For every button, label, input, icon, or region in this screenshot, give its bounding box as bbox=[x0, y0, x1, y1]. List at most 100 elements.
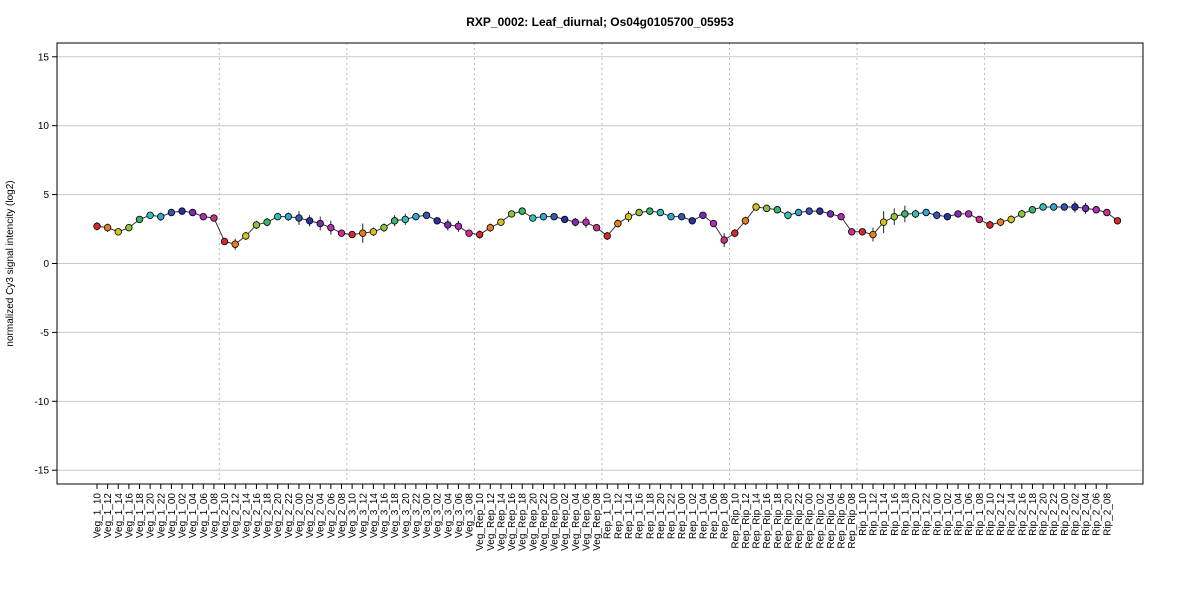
x-tick-label: Veg_1_16 bbox=[124, 493, 135, 538]
data-point bbox=[348, 230, 356, 239]
x-tick-label: Rip_2_18 bbox=[1028, 493, 1039, 536]
x-tick-label: Rip_1_18 bbox=[900, 493, 911, 536]
data-point bbox=[220, 237, 229, 246]
x-tick-label: Rep_Rip_12 bbox=[741, 493, 752, 549]
x-tick-label: Rip_2_20 bbox=[1039, 493, 1050, 536]
x-tick-label: Rep_Rip_14 bbox=[752, 493, 763, 549]
x-tick-label: Rip_1_16 bbox=[890, 493, 901, 536]
x-tick-label: Rip_1_06 bbox=[964, 493, 975, 536]
data-point bbox=[709, 219, 718, 228]
data-point bbox=[603, 232, 611, 240]
data-point bbox=[848, 228, 856, 236]
data-point bbox=[943, 212, 952, 221]
data-point bbox=[103, 223, 112, 232]
x-tick-label: Rep_1_22 bbox=[667, 493, 678, 540]
x-tick-label: Rip_2_12 bbox=[996, 493, 1007, 536]
data-point bbox=[1071, 203, 1079, 211]
data-point bbox=[539, 212, 548, 221]
data-point bbox=[433, 217, 441, 225]
data-point bbox=[720, 236, 728, 244]
x-tick-label: Rep_1_20 bbox=[656, 493, 667, 540]
y-axis-label: normalized Cy3 signal intencity (log2) bbox=[5, 180, 16, 346]
x-tick-label: Veg_3_00 bbox=[422, 493, 433, 538]
data-point bbox=[401, 215, 409, 224]
x-tick-label: Veg_1_04 bbox=[188, 493, 199, 538]
x-tick-label: Rep_Rip_00 bbox=[805, 493, 816, 549]
data-point bbox=[858, 228, 867, 236]
x-tick-label: Veg_3_12 bbox=[358, 493, 369, 538]
data-point bbox=[752, 203, 760, 211]
data-point bbox=[327, 223, 335, 232]
x-tick-label: Veg_3_14 bbox=[369, 493, 380, 538]
data-point bbox=[656, 208, 665, 217]
data-point bbox=[157, 212, 165, 221]
x-tick-label: Rip_2_16 bbox=[1017, 493, 1028, 536]
data-point bbox=[911, 210, 920, 218]
data-point bbox=[454, 222, 463, 230]
x-tick-label: Veg_2_06 bbox=[326, 493, 337, 538]
data-point bbox=[1028, 206, 1037, 214]
data-point bbox=[922, 208, 930, 217]
data-point bbox=[497, 218, 505, 226]
x-tick-label: Rip_2_00 bbox=[1060, 493, 1071, 536]
x-tick-label: Rip_1_08 bbox=[975, 493, 986, 536]
data-point bbox=[582, 218, 590, 226]
data-point bbox=[263, 218, 271, 226]
data-point bbox=[805, 207, 813, 215]
data-point bbox=[996, 218, 1005, 226]
data-point bbox=[592, 223, 601, 232]
data-point bbox=[1049, 203, 1058, 211]
x-tick-label: Veg_Rep_00 bbox=[550, 493, 561, 551]
data-point bbox=[741, 217, 750, 225]
data-point bbox=[624, 212, 633, 221]
data-point bbox=[231, 240, 239, 248]
data-point bbox=[507, 210, 516, 218]
data-point bbox=[1113, 217, 1122, 225]
data-point bbox=[412, 212, 420, 221]
data-point bbox=[305, 217, 314, 225]
data-point bbox=[242, 232, 250, 240]
x-tick-label: Veg_2_16 bbox=[252, 493, 263, 538]
x-tick-label: Veg_Rep_02 bbox=[560, 493, 571, 551]
data-point bbox=[667, 212, 675, 221]
x-tick-label: Rip_1_20 bbox=[911, 493, 922, 536]
x-tick-label: Rip_1_22 bbox=[922, 493, 933, 536]
data-point bbox=[135, 215, 144, 224]
data-point bbox=[890, 212, 898, 221]
x-tick-label: Rep_Rip_22 bbox=[794, 493, 805, 549]
y-tick-label: 5 bbox=[43, 190, 49, 201]
data-point bbox=[380, 223, 388, 232]
x-tick-label: Veg_2_12 bbox=[231, 493, 242, 538]
x-tick-label: Veg_1_18 bbox=[135, 493, 146, 538]
x-tick-label: Rep_1_10 bbox=[603, 493, 614, 540]
data-point bbox=[731, 229, 739, 237]
data-point bbox=[699, 211, 707, 219]
data-point bbox=[550, 212, 558, 221]
data-point bbox=[869, 230, 877, 239]
data-point bbox=[1081, 204, 1090, 213]
grid-layer bbox=[57, 43, 1143, 484]
x-tick-label: Rip_2_14 bbox=[1007, 493, 1018, 536]
data-point bbox=[167, 208, 176, 217]
data-point bbox=[316, 219, 324, 228]
x-tick-label: Veg_1_10 bbox=[93, 493, 104, 538]
x-tick-label: Veg_3_16 bbox=[380, 493, 391, 538]
y-tick-label: 0 bbox=[43, 259, 49, 270]
data-point bbox=[125, 223, 133, 232]
x-tick-label: Veg_2_14 bbox=[241, 493, 252, 538]
data-point bbox=[816, 207, 824, 215]
data-point bbox=[369, 228, 378, 236]
x-tick-label: Veg_1_02 bbox=[178, 493, 189, 538]
x-tick-label: Rip_1_04 bbox=[954, 493, 965, 536]
x-tick-label: Veg_3_20 bbox=[401, 493, 412, 538]
data-point bbox=[188, 208, 197, 217]
data-point bbox=[295, 214, 303, 222]
x-tick-label: Veg_1_06 bbox=[199, 493, 210, 538]
x-tick-label: Rep_1_08 bbox=[720, 493, 731, 540]
x-tick-label: Rep_Rip_10 bbox=[730, 493, 741, 549]
data-point bbox=[561, 215, 569, 224]
x-tick-label: Rep_Rip_16 bbox=[762, 493, 773, 549]
x-tick-label: Veg_1_14 bbox=[114, 493, 125, 538]
y-tick-label: 10 bbox=[38, 121, 50, 132]
